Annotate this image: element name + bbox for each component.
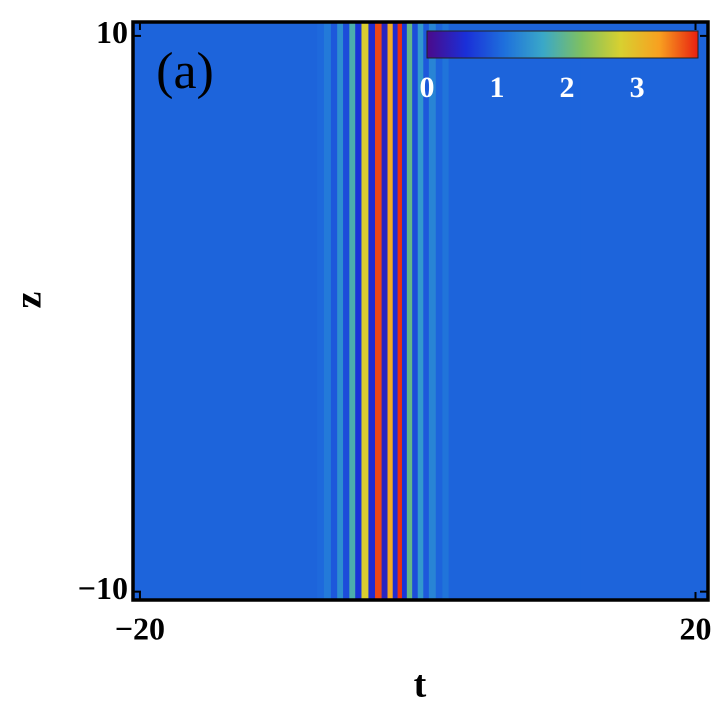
heat-cell [343, 22, 350, 600]
heat-cell [423, 22, 430, 600]
panel-label: (a) [156, 43, 214, 100]
heat-cell [448, 22, 582, 600]
heat-cell [428, 22, 437, 600]
heat-cell [355, 22, 362, 600]
colorbar-tick-label: 2 [560, 71, 575, 104]
y-tick-label: −10 [78, 570, 128, 606]
heat-cell [317, 22, 325, 600]
heat-cell [337, 22, 344, 600]
heat-cell [392, 22, 399, 600]
colorbar [426, 30, 699, 59]
heat-cell [417, 22, 424, 600]
heat-cell [442, 22, 450, 600]
heat-cell [223, 22, 318, 600]
x-tick-label: −20 [115, 610, 165, 646]
heat-cell [435, 22, 443, 600]
colorbar-tick-label: 3 [630, 71, 645, 104]
colorbar-tick-label: 0 [420, 71, 435, 104]
y-axis-label: z [8, 291, 50, 308]
heat-cell [330, 22, 338, 600]
heat-cell [323, 22, 332, 600]
frame [131, 20, 710, 602]
x-tick-label: 20 [680, 610, 712, 646]
heat-cell [406, 22, 413, 600]
heat-cell [368, 22, 376, 600]
heat-cell [375, 22, 383, 600]
plot-area [133, 22, 709, 600]
heat-cell [580, 22, 709, 600]
heat-cell [401, 22, 408, 600]
heat-cell [381, 22, 389, 600]
colorbar-tick-label: 1 [490, 71, 505, 104]
heat-cell [397, 22, 403, 600]
heat-cell [412, 22, 419, 600]
heat-cell [133, 22, 224, 600]
x-axis-label: t [414, 664, 427, 706]
heat-cell [387, 22, 394, 600]
heat-cell [361, 22, 369, 600]
heat-cell [349, 22, 356, 600]
y-tick-label: 10 [96, 14, 128, 50]
